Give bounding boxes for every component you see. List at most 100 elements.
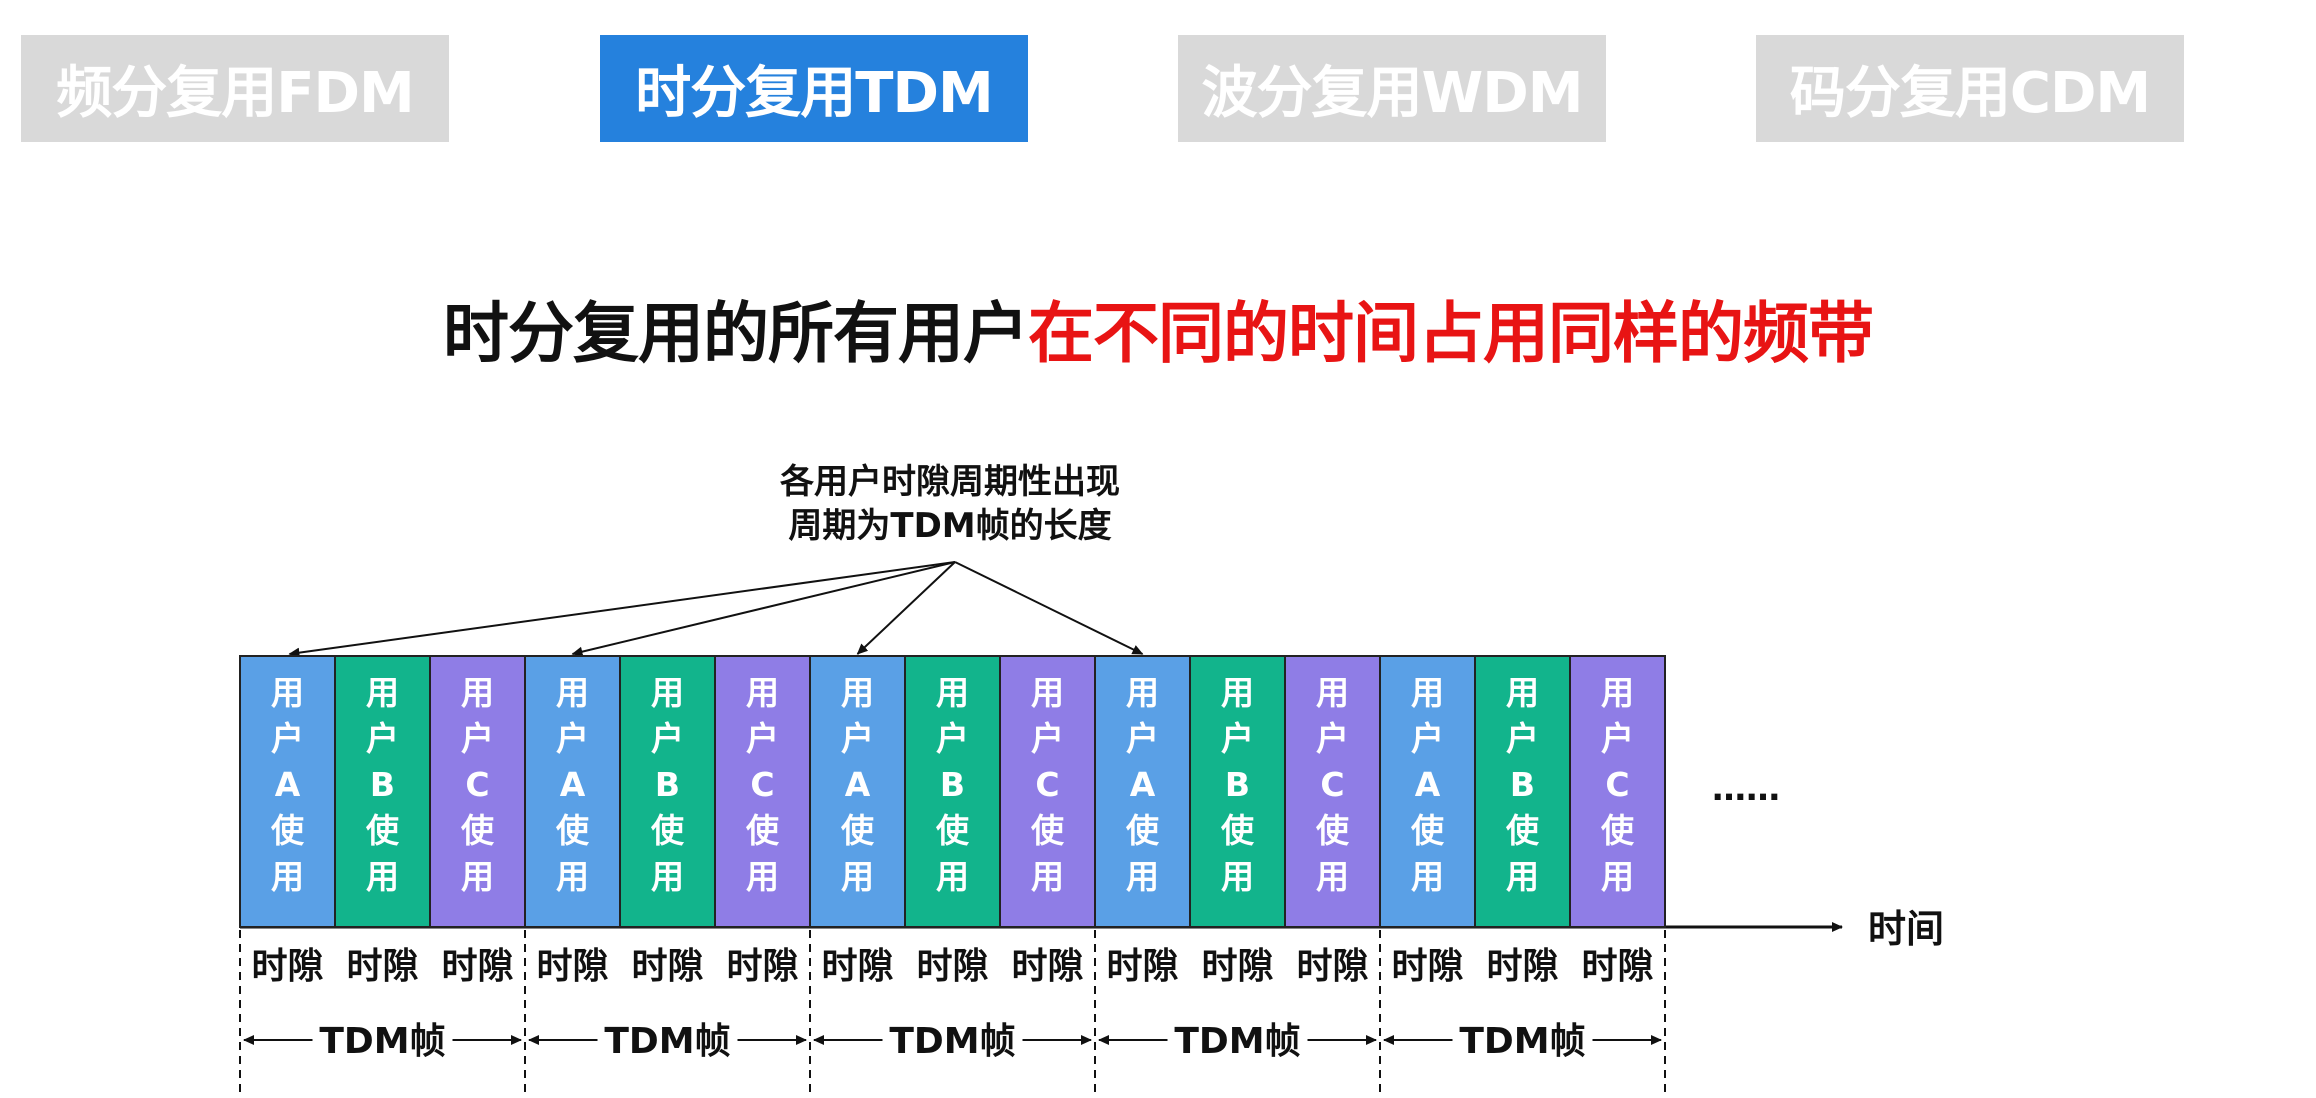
frame-label: TDM帧: [1459, 1021, 1585, 1062]
tdm-frame: TDM帧: [813, 1021, 1092, 1062]
slot-char: A: [1415, 765, 1441, 804]
tdm-frame: TDM帧: [243, 1021, 522, 1062]
slot-char: C: [1035, 765, 1059, 804]
frame-label: TDM帧: [604, 1021, 730, 1062]
frame-label: TDM帧: [889, 1021, 1015, 1062]
slot-char: 使: [651, 811, 685, 850]
slot-rect: [1474, 655, 1571, 928]
period-arrow: [954, 561, 1144, 655]
slot-char: 用: [1221, 857, 1254, 896]
slot-char: 户: [1506, 719, 1539, 758]
slot-label: 时隙: [1486, 946, 1558, 987]
slot-char: 用: [366, 673, 399, 712]
slot-rect: [904, 655, 1001, 928]
period-arrow: [571, 561, 956, 657]
time-axis-label: 时间: [1868, 907, 1944, 951]
slot-char: 户: [1221, 719, 1254, 758]
slot-rect: [1189, 655, 1286, 928]
slot-label: 时隙: [916, 946, 988, 987]
slot-char: 用: [366, 857, 399, 896]
slot-char: 用: [1411, 857, 1444, 896]
slot-char: 用: [841, 857, 874, 896]
ellipsis: ……: [1712, 769, 1780, 809]
slot-label: 时隙: [346, 946, 418, 987]
slot-char: 使: [1126, 811, 1160, 850]
slot-char: 用: [1601, 857, 1634, 896]
slot-char: 户: [936, 719, 969, 758]
slot-char: 用: [1031, 857, 1064, 896]
slot-char: 用: [461, 857, 494, 896]
slot-char: 用: [1316, 857, 1349, 896]
slot-label: 时隙: [1391, 946, 1463, 987]
slot-char: 使: [1601, 811, 1635, 850]
slot-char: 使: [1221, 811, 1255, 850]
slot-char: 户: [1126, 719, 1159, 758]
slot-char: 用: [556, 673, 589, 712]
title-black-part: 时分复用的所有用户: [443, 295, 1029, 372]
slot-label: 时隙: [251, 946, 323, 987]
slot-char: 用: [1506, 673, 1539, 712]
slot-label: 时隙: [536, 946, 608, 987]
slot-label: 时隙: [726, 946, 798, 987]
slot-label: 时隙: [1011, 946, 1083, 987]
tab-tdm[interactable]: 时分复用TDM: [600, 35, 1028, 142]
slot-char: 户: [651, 719, 684, 758]
slot-char: 用: [461, 673, 494, 712]
slot-char: A: [275, 765, 301, 804]
slot-char: 用: [271, 857, 304, 896]
tab-wdm[interactable]: 波分复用WDM: [1178, 35, 1606, 142]
slot-label: 时隙: [1296, 946, 1368, 987]
slot-label: 时隙: [1106, 946, 1178, 987]
slot-char: 用: [1506, 857, 1539, 896]
slot-label: 时隙: [1581, 946, 1653, 987]
slot-char: C: [465, 765, 489, 804]
slot-char: 使: [1316, 811, 1350, 850]
slot-char: C: [750, 765, 774, 804]
tab-fdm[interactable]: 频分复用FDM: [21, 35, 449, 142]
slot-char: 使: [1411, 811, 1445, 850]
period-annotation: 各用户时隙周期性出现 周期为TDM帧的长度: [650, 460, 1250, 548]
slot-char: 使: [366, 811, 400, 850]
tdm-frame: TDM帧: [1383, 1021, 1662, 1062]
slot-char: 户: [366, 719, 399, 758]
slot-char: 户: [1411, 719, 1444, 758]
slot-char: 用: [936, 857, 969, 896]
tdm-frame: TDM帧: [528, 1021, 807, 1062]
title-red-part: 在不同的时间占用同样的频带: [1028, 295, 1874, 372]
slot-char: 户: [1031, 719, 1064, 758]
frame-label: TDM帧: [319, 1021, 445, 1062]
annotation-line-1: 各用户时隙周期性出现: [780, 462, 1120, 502]
time-slots: 用户A使用用户B使用用户C使用用户A使用用户B使用用户C使用用户A使用用户B使用…: [239, 655, 1666, 928]
slot-char: 用: [271, 673, 304, 712]
slot-char: C: [1320, 765, 1344, 804]
slot-rect: [1569, 655, 1666, 928]
slot-char: 用: [746, 857, 779, 896]
tdm-frame: TDM帧: [1098, 1021, 1377, 1062]
slot-rect: [619, 655, 716, 928]
slot-char: C: [1605, 765, 1629, 804]
slot-rect: [239, 655, 336, 928]
slot-char: 用: [1221, 673, 1254, 712]
tab-cdm[interactable]: 码分复用CDM: [1756, 35, 2184, 142]
slot-char: 使: [271, 811, 305, 850]
slot-rect: [714, 655, 811, 928]
slot-rect: [1284, 655, 1381, 928]
slot-char: 使: [461, 811, 495, 850]
slot-char: 用: [746, 673, 779, 712]
annotation-line-2: 周期为TDM帧的长度: [788, 506, 1112, 546]
page-title: 时分复用的所有用户在不同的时间占用同样的频带: [0, 280, 2316, 376]
slot-char: 使: [1506, 811, 1540, 850]
